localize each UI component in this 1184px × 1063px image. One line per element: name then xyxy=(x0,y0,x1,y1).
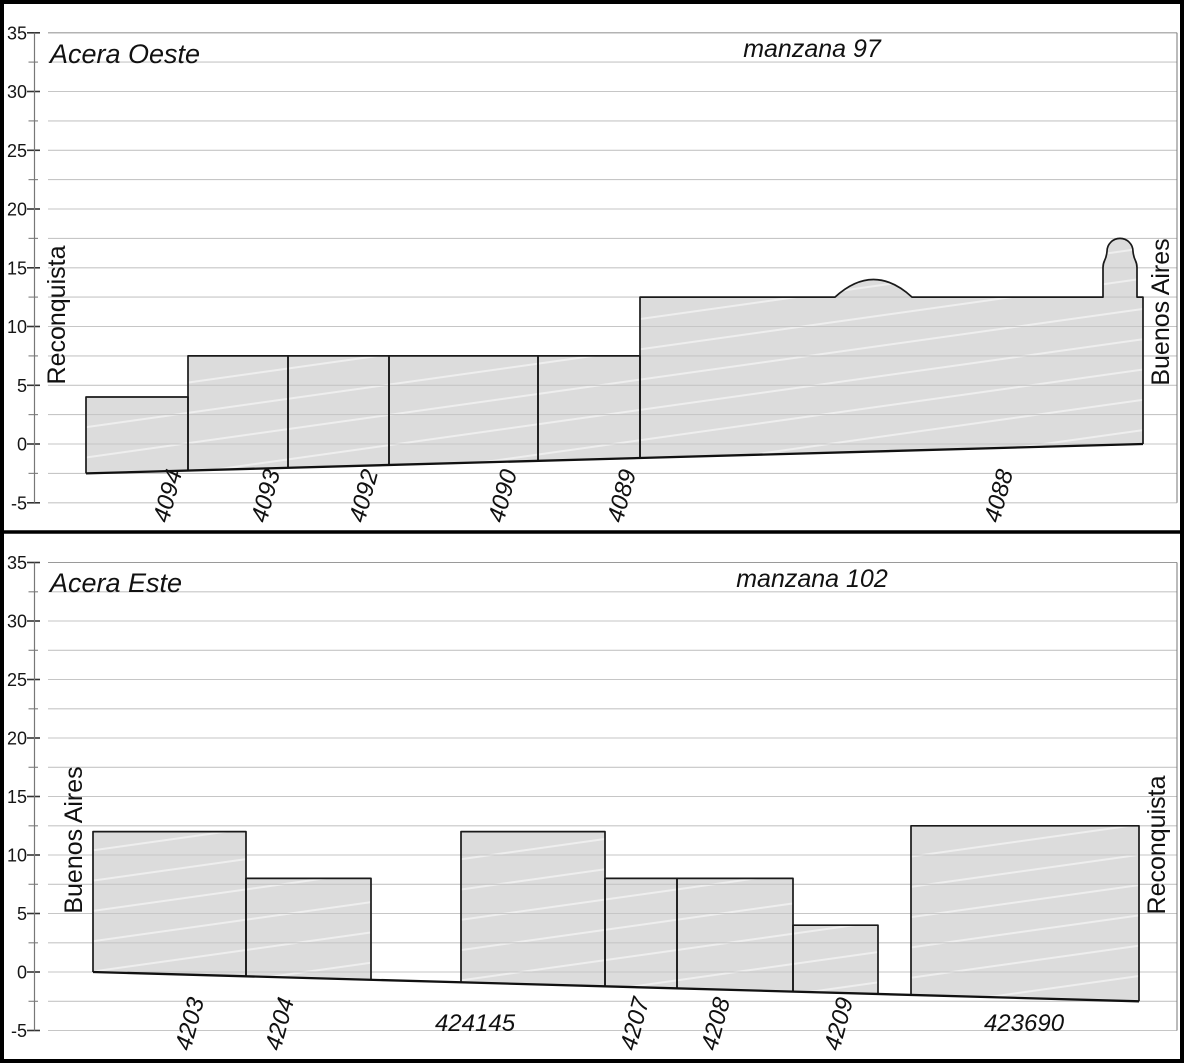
building-texture-424145 xyxy=(461,831,605,987)
y-tick-label-35: 35 xyxy=(7,23,27,43)
street-label-right: Reconquista xyxy=(1143,775,1171,914)
street-label-right: Buenos Aires xyxy=(1147,238,1175,385)
y-tick-label-5: 5 xyxy=(17,376,27,396)
y-tick-label--5: -5 xyxy=(11,493,27,513)
y-tick-label-0: 0 xyxy=(17,435,27,455)
building-texture-4094 xyxy=(86,397,188,474)
building-label-4204: 4204 xyxy=(260,995,300,1054)
building-outline-4204 xyxy=(245,877,372,980)
building-label-4208: 4208 xyxy=(696,994,736,1053)
building-texture-4092 xyxy=(288,355,389,468)
building-label-423690: 423690 xyxy=(984,1010,1065,1037)
building-label-4207: 4207 xyxy=(615,993,655,1053)
building-label-4092: 4092 xyxy=(344,467,384,526)
y-tick-label-5: 5 xyxy=(17,904,27,924)
y-tick-label-35: 35 xyxy=(7,553,27,573)
y-tick-label-0: 0 xyxy=(17,963,27,983)
building-label-4094: 4094 xyxy=(148,467,188,526)
building-outline-4209 xyxy=(792,924,879,994)
building-label-4093: 4093 xyxy=(246,466,286,525)
building-label-4090: 4090 xyxy=(483,466,523,525)
panel-title: Acera Oeste xyxy=(48,39,200,69)
y-tick-label-10: 10 xyxy=(7,317,27,337)
building-texture-4203 xyxy=(93,831,246,977)
y-tick-label-15: 15 xyxy=(7,258,27,278)
building-label-4088: 4088 xyxy=(979,466,1019,525)
building-outline-4088 xyxy=(639,237,1144,458)
street-label-left: Buenos Aires xyxy=(60,766,88,913)
building-texture-4088 xyxy=(640,238,1143,458)
building-texture-4208 xyxy=(677,878,793,992)
building-label-4203: 4203 xyxy=(170,994,210,1053)
y-tick-label-20: 20 xyxy=(7,729,27,749)
building-texture-4204 xyxy=(246,878,371,980)
panel-title: Acera Este xyxy=(48,568,182,598)
block-label: manzana 97 xyxy=(743,35,882,63)
y-tick-label-30: 30 xyxy=(7,82,27,102)
building-label-4209: 4209 xyxy=(819,995,859,1054)
y-tick-label-20: 20 xyxy=(7,200,27,220)
y-tick-label-30: 30 xyxy=(7,612,27,632)
building-texture-4093 xyxy=(188,355,288,471)
building-texture-4089 xyxy=(538,355,640,461)
y-tick-label--5: -5 xyxy=(11,1021,27,1041)
y-tick-label-25: 25 xyxy=(7,670,27,690)
building-outline-423690 xyxy=(910,824,1140,1002)
building-label-424145: 424145 xyxy=(435,1010,516,1037)
building-texture-4207 xyxy=(605,878,677,989)
building-label-4089: 4089 xyxy=(602,467,642,526)
y-tick-label-25: 25 xyxy=(7,141,27,161)
block-label: manzana 102 xyxy=(736,565,888,593)
street-label-left: Reconquista xyxy=(43,245,71,384)
building-texture-4090 xyxy=(389,355,538,465)
y-tick-label-15: 15 xyxy=(7,787,27,807)
street-ground-line xyxy=(85,442,1144,475)
street-ground-line xyxy=(92,970,1140,1003)
y-tick-label-10: 10 xyxy=(7,846,27,866)
building-texture-4209 xyxy=(793,925,878,994)
